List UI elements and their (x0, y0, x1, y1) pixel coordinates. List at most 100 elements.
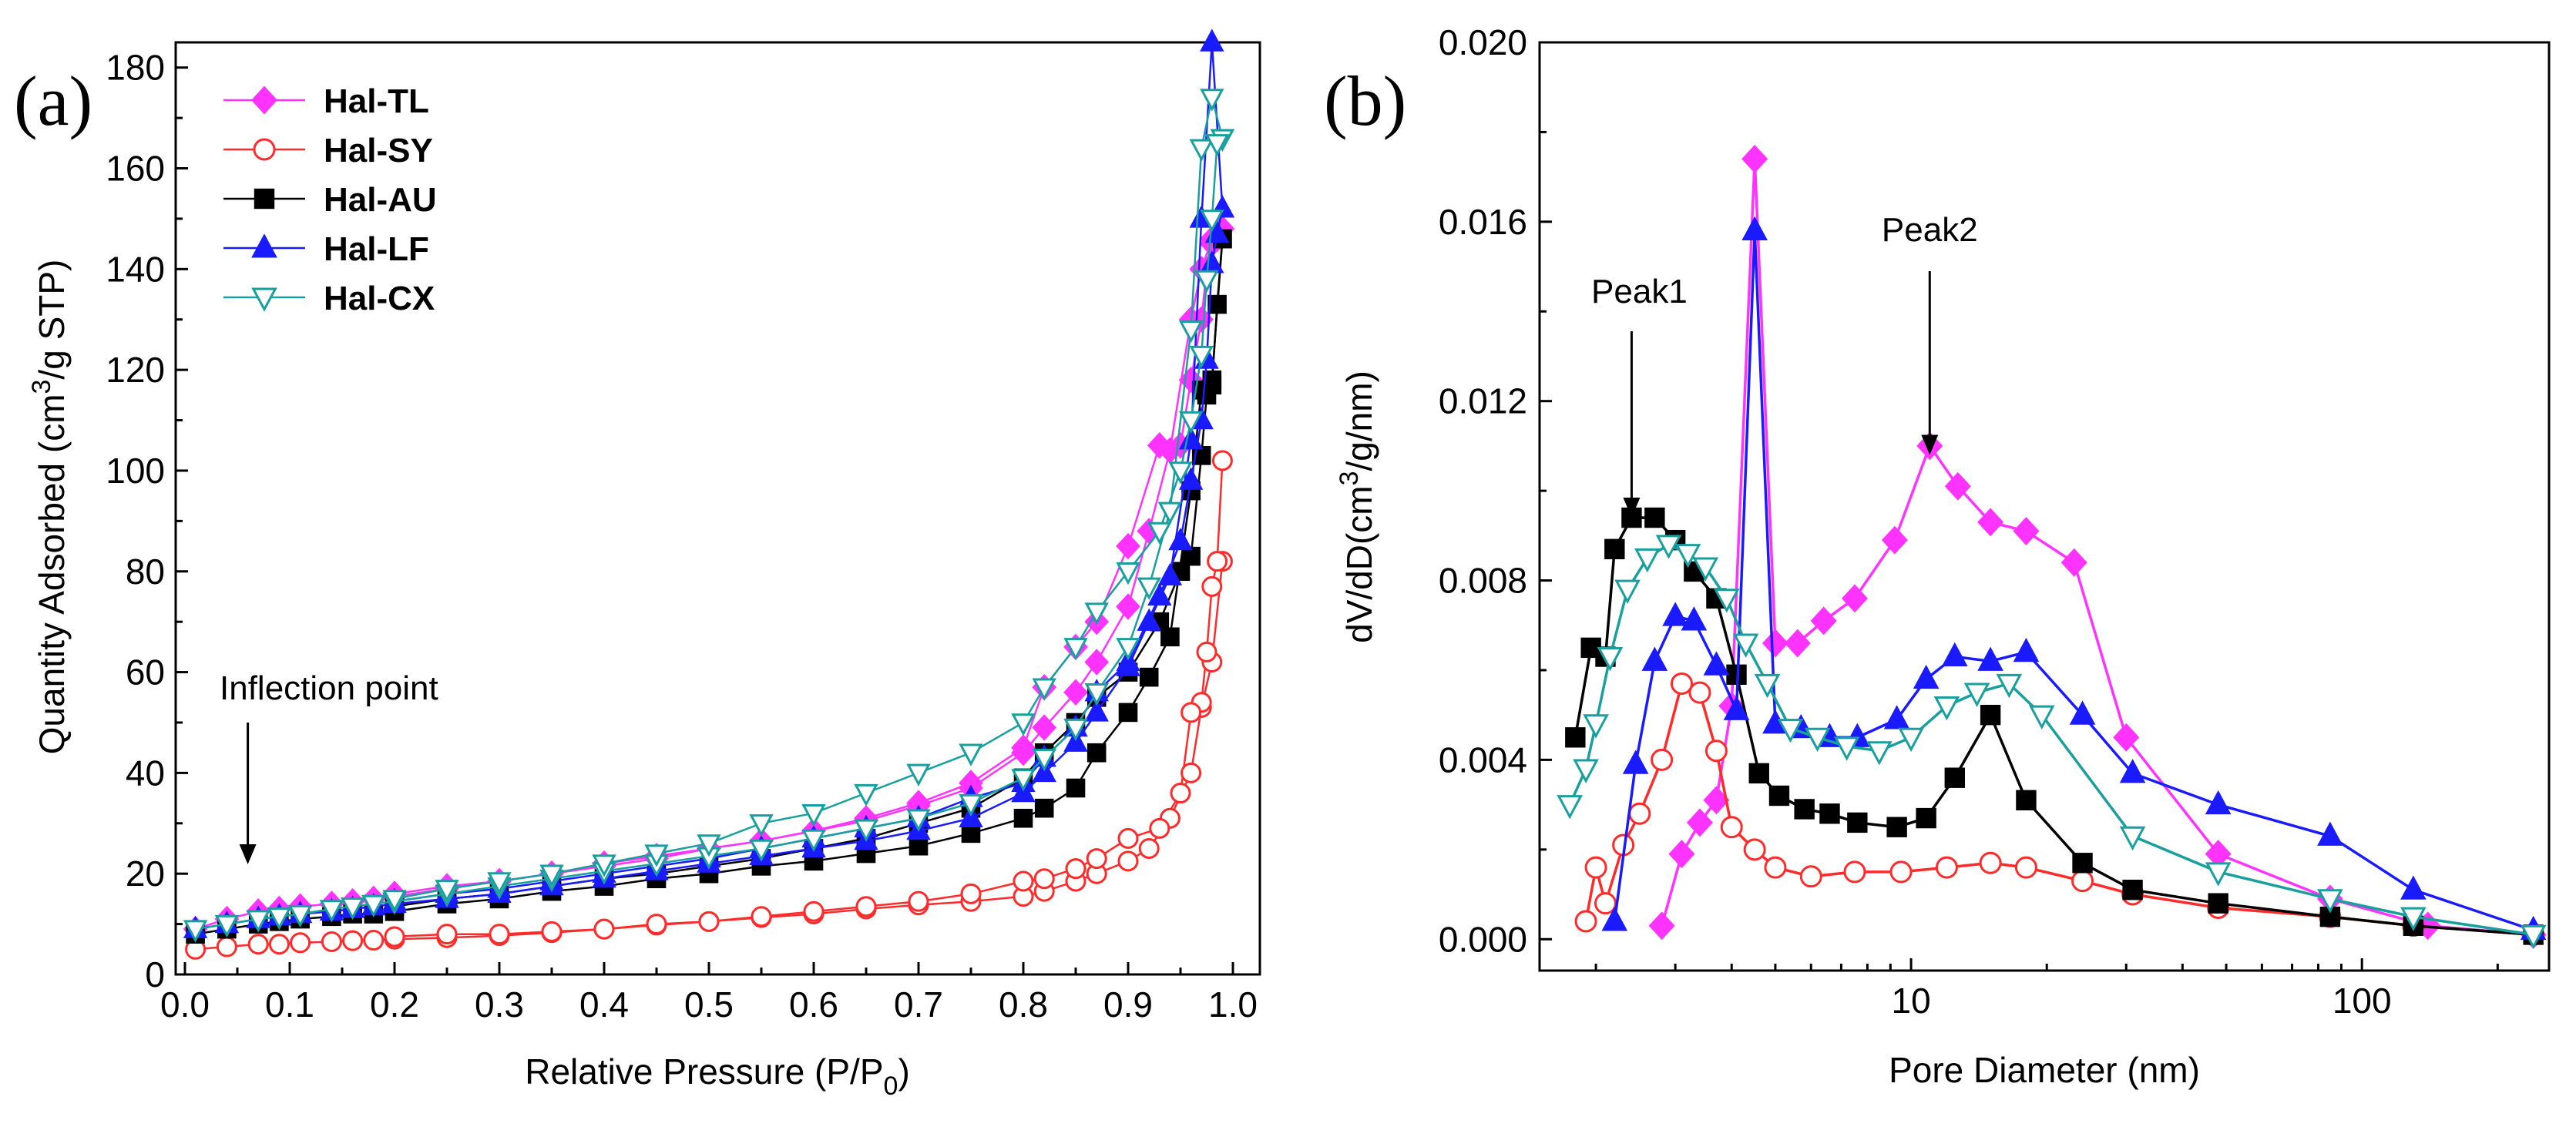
series-hal-lf-point (1941, 642, 1968, 667)
legend-item-hal-au: Hal-AU (223, 181, 437, 219)
series-hal-sy-point (803, 900, 825, 922)
series-hal-cx-point (854, 819, 878, 842)
series-hal-cx-point (1996, 673, 2023, 699)
series-hal-cx-point (854, 783, 878, 807)
peak2-annotation: Peak2 (1882, 211, 1978, 249)
series-hal-sy-point (1211, 450, 1233, 471)
series-hal-au-point (1118, 703, 1138, 723)
series-hal-sy-point (593, 918, 615, 940)
series-hal-lf-point (1703, 651, 1730, 676)
series-hal-cx-point (592, 854, 616, 877)
series-hal-lf-point (2013, 637, 2040, 662)
series-hal-au-point (1768, 785, 1790, 807)
legend-marker-diamond (251, 86, 277, 115)
series-hal-au-point (1748, 763, 1769, 784)
series-hal-cx-point (959, 793, 983, 817)
series-hal-cx-point (1674, 544, 1701, 568)
series-hal-tl-point (1063, 679, 1088, 706)
panel-a-y-tick-label: 100 (106, 451, 165, 491)
panel-a-y-axis-label-end: /g STP) (32, 260, 72, 380)
series-hal-cx-point (1116, 562, 1140, 585)
series-hal-cx-isotherm (183, 89, 1235, 943)
series-hal-cx-point (246, 910, 270, 933)
panel-a-x-tick-label: 0.9 (1103, 984, 1153, 1025)
series-hal-tl-point (1944, 471, 1971, 501)
series-hal-au-point (1847, 812, 1868, 833)
series-hal-au-line (1573, 516, 2534, 937)
series-hal-sy-point (216, 936, 237, 958)
panel-a-plot-frame (174, 41, 1261, 976)
series-hal-lf-point (2400, 875, 2427, 900)
series-hal-cx-point (1189, 345, 1214, 369)
series-hal-sy-point (1720, 816, 1743, 839)
series-hal-cx-point (1963, 682, 1990, 707)
series-hal-au-point (1916, 807, 1936, 829)
series-hal-cx-point (1011, 713, 1036, 736)
series-hal-cx-point (1168, 461, 1193, 485)
panel-a-x-tick-label: 0.4 (579, 984, 629, 1025)
series-hal-cx-point (2205, 862, 2232, 887)
series-hal-sy-point (751, 906, 772, 927)
series-hal-sy-point (1651, 748, 1674, 771)
panel-a-y-axis-label-superscript: 3 (27, 380, 56, 394)
series-hal-tl-point (2060, 548, 2087, 577)
series-hal-lf-point (1178, 467, 1204, 490)
panel-b-plot-frame (1538, 41, 2551, 972)
series-hal-cx-point (801, 829, 826, 852)
series-hal-cx-point (1933, 696, 1960, 721)
panel-a-y-tick-label: 40 (126, 753, 165, 793)
series-hal-lf-point (1204, 220, 1230, 243)
panel-a-y-tick-label: 0 (145, 954, 165, 994)
series-hal-cx-point (1084, 683, 1109, 706)
series-hal-sy-point (2014, 856, 2037, 879)
series-hal-sy-point (1843, 860, 1866, 884)
panel-a-x-axis-label-end: ) (898, 1051, 909, 1092)
series-hal-lf-point (1147, 582, 1172, 606)
series-hal-sy-point (1584, 856, 1607, 879)
series-hal-au-point (1139, 667, 1159, 687)
series-hal-sy-point (908, 890, 929, 912)
series-hal-tl-adsorption-line (195, 228, 1224, 931)
series-hal-cx-point (214, 914, 240, 938)
series-hal-cx-point (1157, 501, 1183, 525)
series-hal-cx-point (697, 834, 721, 857)
series-hal-cx-point (183, 920, 208, 943)
series-hal-cx-point (801, 804, 826, 827)
series-hal-lf-desorption-line (394, 208, 1224, 903)
series-hal-tl-point (1116, 593, 1140, 620)
series-hal-sy-point (1628, 802, 1651, 825)
series-hal-sy-point (855, 896, 877, 917)
series-hal-tl-point (1741, 144, 1768, 173)
series-hal-cx-point (1614, 579, 1641, 604)
series-hal-tl-pore-distribution (1648, 144, 2547, 949)
series-hal-sy-adsorption-line (195, 561, 1224, 951)
series-hal-cx-point (1084, 602, 1109, 625)
panel-a-x-tick-label: 0.2 (370, 984, 419, 1025)
series-hal-cx-point (1011, 769, 1036, 792)
series-hal-au-point (1034, 798, 1054, 818)
series-hal-au-point (1160, 627, 1180, 647)
series-hal-tl-point (1810, 606, 1837, 636)
series-hal-sy-point (1704, 740, 1728, 763)
panel-b-annotations: Peak1 Peak2 (1591, 211, 1978, 518)
series-hal-cx-point (1137, 577, 1161, 600)
series-hal-cx-point (644, 844, 669, 867)
panel-b-ticks: 0.000 0.004 0.008 0.012 0.016 0.020 10 100 (1439, 22, 2499, 1021)
series-hal-au-point (1980, 704, 2001, 726)
panel-a-y-tick-label: 140 (106, 249, 165, 289)
series-hal-lf-point (1200, 29, 1224, 52)
series-hal-tl-point (1032, 714, 1057, 741)
panel-a-x-tick-label: 0.7 (894, 984, 943, 1025)
panel-a-y-tick-label: 160 (106, 149, 165, 189)
annotation-arrowhead (1921, 434, 1939, 455)
series-hal-au-point (1604, 538, 1625, 560)
series-hal-cx-point (1573, 759, 1599, 783)
legend-marker-circle (253, 138, 276, 161)
series-hal-sy-isotherm (185, 450, 1233, 960)
series-hal-tl-point (1084, 649, 1110, 676)
panel-b-y-tick-label: 0.016 (1439, 202, 1527, 242)
panel-a-x-tick-label: 0.3 (475, 984, 524, 1025)
legend-marker-triangle (251, 233, 277, 258)
panel-a-legend: Hal-TL Hal-SY Hal-AU Hal-LF Hal-CX (223, 82, 437, 317)
legend-marker-square (254, 188, 275, 210)
